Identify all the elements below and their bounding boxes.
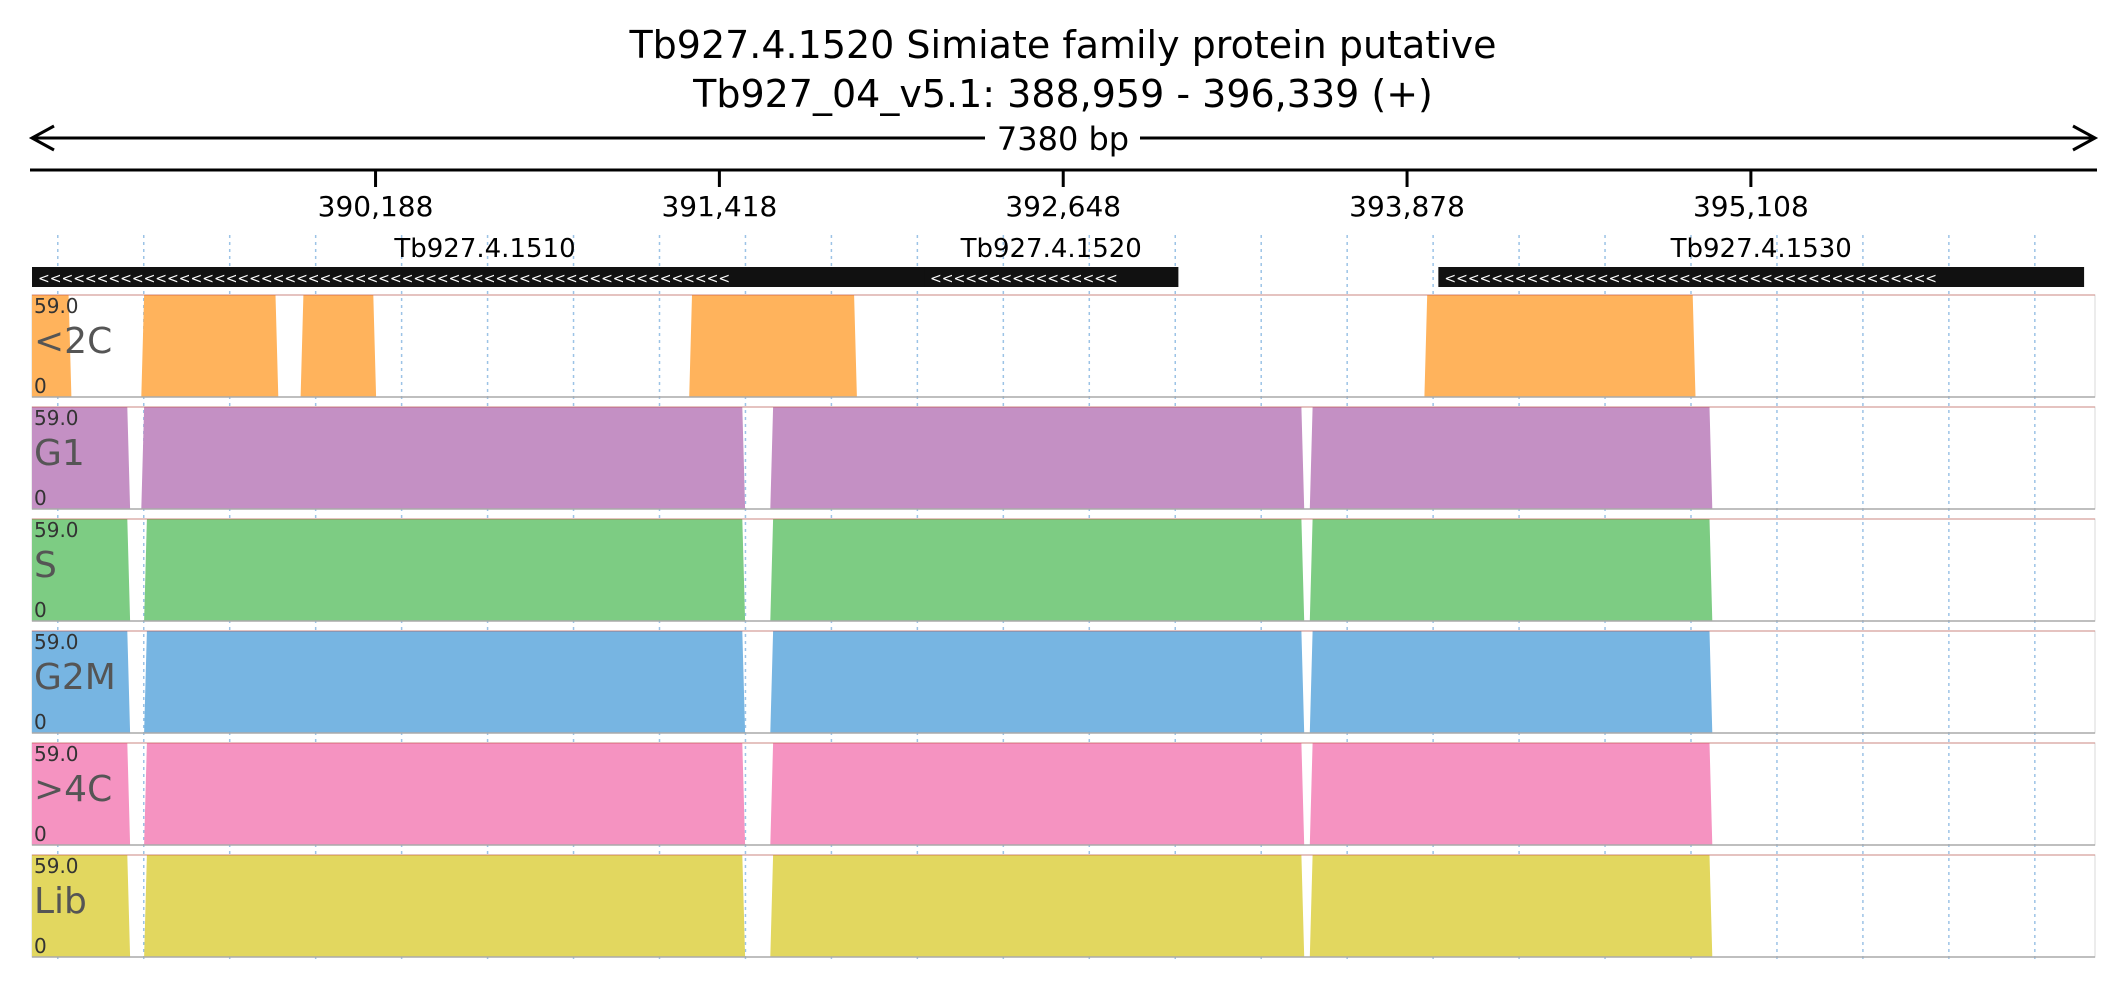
coverage-area [32, 743, 2095, 845]
span-label: 7380 bp [997, 120, 1129, 158]
y-max-label: 59.0 [34, 854, 79, 878]
x-tick-label: 392,648 [1005, 190, 1121, 223]
coverage-area [32, 519, 2095, 621]
strand-arrows: <<<<<<<<<<<<<<<<<<<<<<<<<<<<<<<<<<<<<<<<… [38, 271, 730, 287]
span-arrow-left-head [28, 124, 55, 152]
gene-feature [32, 267, 938, 287]
track-name-label: S [34, 545, 57, 586]
gene-feature [924, 267, 1179, 287]
coverage-track: 59.0 0 Lib [31, 854, 2096, 958]
y-min-label: 0 [34, 598, 47, 622]
y-max-label: 59.0 [34, 742, 79, 766]
axis-ticks: 390,188 391,418 392,648 393,878 395,108 [318, 170, 1809, 223]
coverage-track: 59.0 0 <2C [31, 294, 2096, 398]
x-tick-label: 395,108 [1693, 190, 1809, 223]
gene-label: Tb927.4.1510 [393, 234, 575, 264]
coverage-area [32, 407, 2095, 509]
x-tick-label: 390,188 [318, 190, 434, 223]
coverage-area [32, 855, 2095, 957]
coverage-area [32, 631, 2095, 733]
track-name-label: >4C [34, 769, 112, 810]
x-tick-label: 391,418 [661, 190, 777, 223]
coverage-track: 59.0 0 S [31, 518, 2096, 622]
strand-arrows: <<<<<<<<<<<<<<<<<<<<<<<<<<<<<<<<<<<<<<<<… [1444, 271, 1937, 287]
x-tick-label: 393,878 [1349, 190, 1465, 223]
gene-feature [1438, 267, 2085, 287]
y-min-label: 0 [34, 486, 47, 510]
coverage-tracks: 59.00<2C59.00G159.00S59.00G2M59.00>4C59.… [31, 294, 2096, 958]
gene-label: Tb927.4.1530 [1670, 234, 1852, 264]
y-max-label: 59.0 [34, 406, 79, 430]
y-min-label: 0 [34, 374, 47, 398]
figure-title: Tb927.4.1520 Simiate family protein puta… [628, 23, 1496, 67]
y-max-label: 59.0 [34, 518, 79, 542]
strand-arrows: <<<<<<<<<<<<<<<< [930, 271, 1118, 287]
locus-subtitle: Tb927_04_v5.1: 388,959 - 396,339 (+) [692, 72, 1433, 116]
track-name-label: G1 [34, 433, 85, 474]
coverage-track: 59.0 0 >4C [31, 742, 2096, 846]
y-min-label: 0 [34, 934, 47, 958]
y-max-label: 59.0 [34, 294, 79, 318]
coverage-track: 59.0 0 G2M [31, 630, 2096, 734]
track-name-label: G2M [34, 657, 116, 698]
track-name-label: <2C [34, 321, 112, 362]
span-ruler: 7380 bp [28, 120, 2099, 158]
y-min-label: 0 [34, 710, 47, 734]
coverage-track: 59.0 0 G1 [31, 406, 2096, 510]
gene-label: Tb927.4.1520 [960, 234, 1142, 264]
y-max-label: 59.0 [34, 630, 79, 654]
gene-track: <<<<<<<<<<<<<<<<<<<<<<<<<<<<<<<<<<<<<<<<… [32, 234, 2085, 287]
y-min-label: 0 [34, 822, 47, 846]
track-name-label: Lib [34, 881, 87, 922]
coverage-area [32, 295, 2095, 397]
span-arrow-right-head [2072, 124, 2099, 152]
